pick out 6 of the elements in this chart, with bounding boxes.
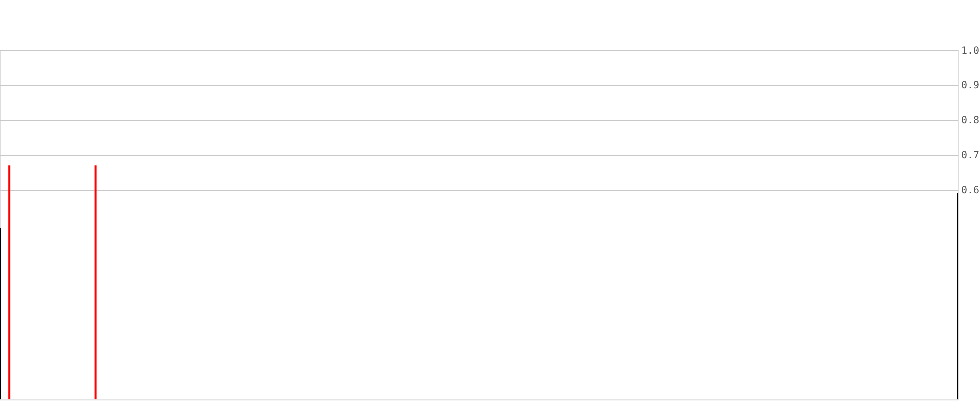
- y-tick-label: 1.0: [962, 46, 980, 57]
- bar: [8, 166, 11, 400]
- y-tick-label: 0.9: [962, 80, 980, 92]
- y-tick-label: 0.6: [962, 186, 980, 197]
- y-tick-label: 0.8: [962, 116, 980, 127]
- y-tick-label: 0.7: [962, 150, 980, 162]
